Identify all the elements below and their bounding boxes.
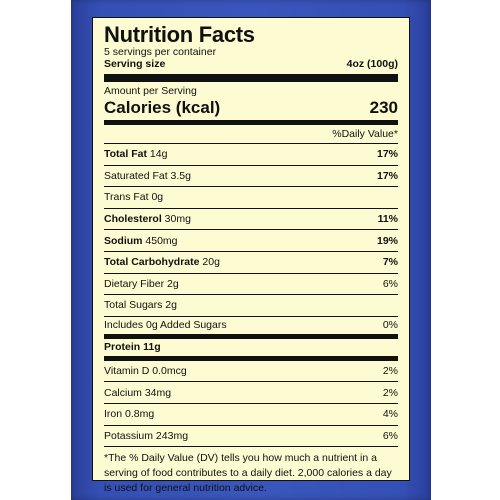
nutrient-daily-value: 4% (382, 408, 398, 421)
nutrient-row: Vitamin D 0.0mcg 2% (104, 361, 398, 383)
nutrient-name: Protein 11g (104, 341, 161, 353)
serving-size-row: Serving size 4oz (100g) (104, 58, 398, 82)
nutrient-row: Total Carbohydrate 20g 7% (104, 252, 398, 274)
nutrient-row: Includes 0g Added Sugars 0% (104, 317, 398, 339)
nutrient-amount: 11g (140, 341, 161, 354)
nutrient-name: Vitamin D 0.0mcg (104, 365, 187, 378)
nutrient-name: Total Fat 14g (104, 148, 167, 160)
nutrient-daily-value: 19% (376, 234, 398, 247)
nutrient-row: Cholesterol 30mg 11% (104, 209, 398, 231)
nutrient-name: Sodium 450mg (104, 235, 178, 247)
servings-per-container: 5 servings per container (104, 46, 217, 58)
nutrition-facts-label: Nutrition Facts 5 servings per container… (92, 17, 410, 494)
calories-label: Calories (kcal) (104, 98, 221, 117)
nutrient-daily-value: 11% (377, 213, 398, 226)
nutrient-name: Cholesterol 30mg (104, 213, 191, 225)
serving-size-value: 4oz (100g) (346, 58, 398, 70)
amount-per-serving: Amount per Serving (104, 85, 197, 97)
nutrient-row: Potassium 243mg 6% (104, 426, 398, 448)
nutrient-name: Calcium 34mg (104, 386, 172, 399)
nutrient-bold-label: Protein (104, 341, 141, 354)
nutrient-row: Saturated Fat 3.5g 17% (104, 166, 398, 188)
nutrient-amount: 14g (146, 148, 168, 161)
nutrient-bold-label: Total Fat (104, 148, 147, 161)
nutrient-daily-value: 17% (376, 169, 398, 182)
nutrient-bold-label: Total Carbohydrate (104, 256, 200, 269)
nutrient-row: Total Fat 14g 17% (104, 144, 398, 166)
nutrient-amount: 30mg (161, 213, 191, 226)
footnote: *The % Daily Value (DV) tells you how mu… (104, 452, 392, 495)
nutrient-row: Trans Fat 0g (104, 187, 398, 209)
nutrient-daily-value: 6% (382, 277, 398, 290)
nutrient-daily-value: 2% (382, 386, 398, 399)
nutrient-row: Calcium 34mg 2% (104, 382, 398, 404)
nutrient-daily-value: 7% (382, 256, 398, 269)
nutrient-row: Sodium 450mg 19% (104, 230, 398, 252)
nutrient-name: Iron 0.8mg (104, 408, 155, 421)
nutrient-bold-label: Sodium (104, 234, 143, 247)
nutrient-name: Dietary Fiber 2g (104, 277, 179, 290)
nutrient-bold-label: Cholesterol (104, 213, 162, 226)
daily-value-header: %Daily Value* (104, 125, 398, 144)
nutrient-row: Protein 11g (104, 339, 398, 361)
nutrient-name: Saturated Fat 3.5g (104, 169, 191, 182)
calories-row: Calories (kcal) 230 (104, 98, 398, 125)
serving-size-label: Serving size (104, 58, 166, 70)
nutrient-row: Dietary Fiber 2g 6% (104, 274, 398, 296)
nutrient-name: Includes 0g Added Sugars (104, 319, 227, 332)
nutrient-amount: 450mg (142, 234, 178, 247)
nutrient-daily-value: 2% (382, 365, 398, 378)
nutrient-name: Total Sugars 2g (104, 299, 177, 312)
nutrient-daily-value: 0% (382, 319, 398, 332)
nutrient-name: Trans Fat 0g (104, 191, 164, 204)
nutrient-daily-value: 17% (376, 148, 398, 161)
nutrient-amount: 20g (199, 256, 220, 269)
nutrient-row: Total Sugars 2g (104, 295, 398, 317)
nutrient-name: Total Carbohydrate 20g (104, 256, 220, 268)
label-title: Nutrition Facts (104, 22, 255, 47)
nutrient-name: Potassium 243mg (104, 429, 189, 442)
nutrient-daily-value: 6% (382, 429, 398, 442)
calories-value: 230 (369, 98, 398, 117)
nutrient-row: Iron 0.8mg 4% (104, 404, 398, 426)
nutrient-rows: Total Fat 14g 17% Saturated Fat 3.5g 17% Tra… (104, 144, 398, 448)
